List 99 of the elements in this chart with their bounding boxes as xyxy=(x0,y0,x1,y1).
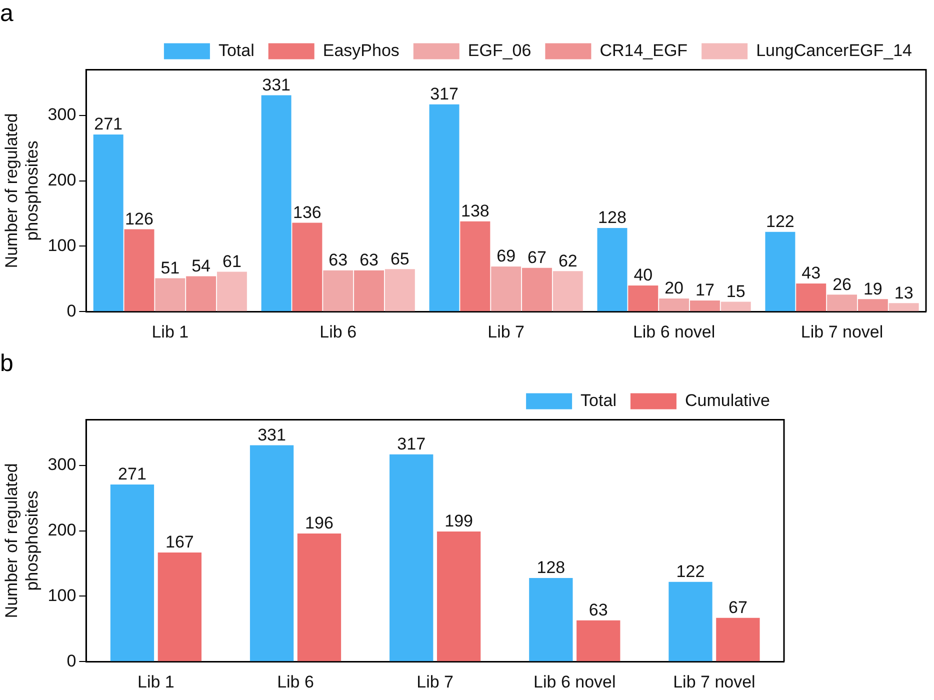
bar xyxy=(460,221,490,312)
bar xyxy=(297,534,342,662)
data-label: 63 xyxy=(328,250,348,270)
x-tick-label: Lib 1 xyxy=(152,322,189,342)
bar xyxy=(576,620,620,662)
data-label: 331 xyxy=(258,425,286,444)
data-label: 26 xyxy=(832,274,852,294)
data-label: 63 xyxy=(588,600,608,620)
y-tick-label: 100 xyxy=(48,236,76,255)
bar xyxy=(659,298,690,312)
bar xyxy=(216,272,247,312)
data-label: 138 xyxy=(460,202,490,221)
data-label: 122 xyxy=(766,212,794,232)
y-tick-label: 200 xyxy=(48,520,76,540)
data-label: 43 xyxy=(802,264,821,283)
bar xyxy=(261,95,292,312)
bar xyxy=(858,299,888,312)
bar xyxy=(390,454,434,662)
chart-title: b xyxy=(0,350,14,378)
data-label: 54 xyxy=(192,256,211,276)
x-tick-label: Lib 7 novel xyxy=(673,672,756,692)
data-label: 122 xyxy=(676,562,705,582)
data-label: 20 xyxy=(664,278,684,298)
legend-label: EGF_06 xyxy=(468,40,532,60)
data-label: 19 xyxy=(863,279,882,298)
bar xyxy=(552,271,583,312)
bar xyxy=(384,269,415,312)
bar xyxy=(529,578,573,662)
data-label: 126 xyxy=(125,209,154,228)
bar xyxy=(796,284,826,312)
bar xyxy=(720,302,751,312)
y-tick-label: 100 xyxy=(48,586,76,605)
legend-label: EasyPhos xyxy=(322,40,400,60)
bar xyxy=(765,232,796,312)
bar xyxy=(491,266,522,312)
bar xyxy=(522,268,552,312)
data-label: 63 xyxy=(360,250,378,270)
x-tick-label: Lib 6 xyxy=(277,672,314,692)
bar xyxy=(716,618,760,662)
bar xyxy=(110,484,154,662)
data-label: 167 xyxy=(165,532,194,552)
data-label: 13 xyxy=(894,283,914,302)
legend-label: Total xyxy=(580,390,616,410)
data-label: 67 xyxy=(528,248,546,267)
legend-label: CR14_EGF xyxy=(600,40,688,60)
data-label: 128 xyxy=(536,558,566,578)
chart-title: a xyxy=(0,0,14,28)
x-tick-label: Lib 1 xyxy=(138,672,174,692)
data-label: 331 xyxy=(262,75,290,94)
y-axis-title: Number of regulated phosphosites xyxy=(2,113,42,268)
x-tick-label: Lib 7 xyxy=(416,672,454,692)
x-tick-label: Lib 6 novel xyxy=(534,672,616,692)
y-tick-label: 0 xyxy=(66,301,76,320)
bar xyxy=(354,270,384,312)
data-label: 271 xyxy=(118,464,146,484)
data-label: 15 xyxy=(726,282,746,301)
x-tick-label: Lib 7 novel xyxy=(800,322,884,342)
data-label: 271 xyxy=(94,114,123,134)
data-label: 196 xyxy=(305,514,334,533)
bar xyxy=(186,276,216,312)
data-label: 136 xyxy=(293,202,322,222)
bar xyxy=(158,552,202,662)
y-tick-label: 300 xyxy=(48,105,76,124)
x-tick-label: Lib 6 xyxy=(320,322,357,342)
data-label: 40 xyxy=(634,266,653,285)
bar xyxy=(93,134,124,312)
bar xyxy=(155,278,186,312)
bar xyxy=(888,303,919,312)
data-label: 317 xyxy=(397,434,426,454)
data-label: 51 xyxy=(160,258,180,278)
data-label: 61 xyxy=(222,252,242,271)
y-axis-title: Number of regulated phosphosites xyxy=(2,463,42,618)
bar xyxy=(827,294,858,312)
bar xyxy=(628,285,658,312)
data-label: 17 xyxy=(695,280,714,300)
bar xyxy=(250,445,294,662)
bar xyxy=(668,582,712,662)
legend-label: Total xyxy=(218,40,254,60)
data-label: 67 xyxy=(728,598,748,617)
data-label: 62 xyxy=(558,251,578,270)
x-tick-label: Lib 7 xyxy=(488,322,525,342)
data-label: 65 xyxy=(390,249,410,268)
legend-label: LungCancerEGF_14 xyxy=(756,40,912,60)
bar xyxy=(292,222,322,312)
data-label: 199 xyxy=(444,512,473,531)
data-label: 128 xyxy=(598,208,626,228)
bar xyxy=(436,532,481,662)
y-tick-label: 300 xyxy=(48,455,76,474)
data-label: 69 xyxy=(496,246,516,266)
bar xyxy=(323,270,354,312)
bar xyxy=(690,300,720,312)
bar xyxy=(124,229,154,312)
y-tick-label: 200 xyxy=(48,170,76,190)
x-tick-label: Lib 6 novel xyxy=(632,322,716,342)
data-label: 317 xyxy=(430,84,458,104)
bar xyxy=(429,104,460,312)
bar xyxy=(597,228,628,312)
legend-label: Cumulative xyxy=(684,390,770,410)
y-tick-label: 0 xyxy=(66,651,76,670)
